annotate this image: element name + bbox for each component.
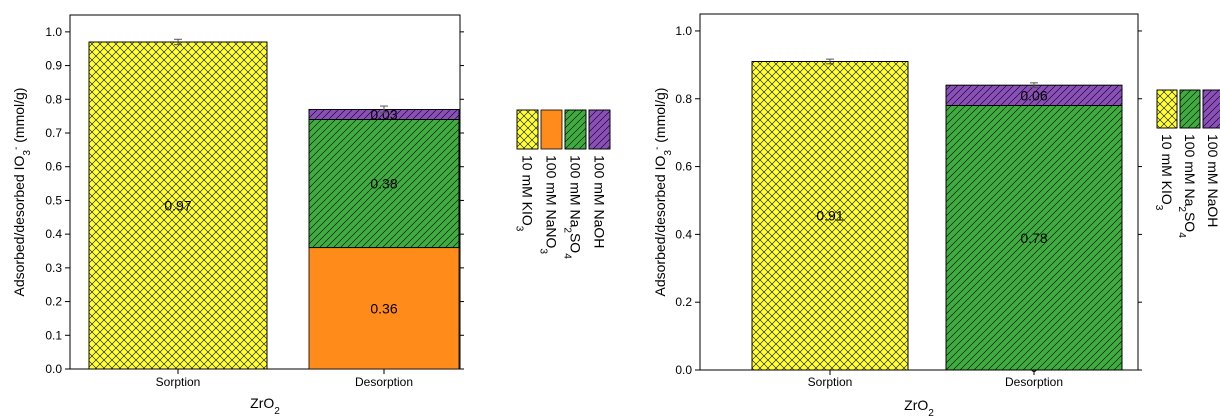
x-tick-label: Sorption: [156, 375, 201, 389]
chart-2: 0.00.20.40.60.81.00.91Sorption00.780.06D…: [652, 13, 1220, 417]
y-tick-label: 0.4: [45, 227, 62, 241]
y-tick-label: 0.4: [675, 227, 692, 241]
y-tick-label: 0.6: [675, 160, 692, 174]
data-label: 0.91: [816, 208, 843, 224]
legend-label: 100 mM NaOH: [1205, 134, 1220, 227]
bar-segment-hatch: [308, 119, 460, 249]
legend-swatch-hatch: [516, 109, 539, 150]
legend-label: 100 mM Na2SO4: [1177, 134, 1199, 238]
legend-label: 100 mM NaOH: [592, 155, 608, 248]
x-axis-title: ZrO2: [250, 395, 280, 417]
data-label: 0.06: [1020, 87, 1047, 103]
data-label: 0.36: [370, 300, 397, 316]
y-tick-label: 0.5: [45, 193, 62, 207]
y-tick-label: 0.0: [45, 362, 62, 376]
bar-segment: [308, 247, 460, 370]
x-tick-label: Desorption: [1005, 375, 1063, 389]
legend-swatch-hatch: [564, 109, 587, 150]
y-tick-label: 0.2: [675, 295, 692, 309]
x-tick-label: Desorption: [355, 375, 413, 389]
legend-swatch-hatch: [1179, 89, 1201, 129]
data-label: 0.38: [370, 176, 397, 192]
y-tick-label: 0.3: [45, 261, 62, 275]
legend-swatch-hatch: [1156, 89, 1178, 129]
y-tick-label: 0.1: [45, 328, 62, 342]
legend-label: 100 mM Na2SO4: [562, 155, 584, 259]
legend-label: 100 mM NaNO3: [538, 155, 560, 254]
y-tick-label: 0.6: [45, 160, 62, 174]
y-axis-title: Adsorbed/desorbed IO3- (mmol/g): [652, 88, 674, 297]
bar-segment-hatch: [751, 61, 909, 371]
y-tick-label: 1.0: [675, 24, 692, 38]
y-tick-label: 0.9: [45, 59, 62, 73]
y-tick-label: 0.0: [675, 363, 692, 377]
legend-label: 10 mM KIO3: [1154, 134, 1176, 211]
data-label: 0.97: [164, 197, 191, 213]
plot-frame: [699, 13, 1139, 371]
chart-1: 0.0 0.1 0.2 0.3 0.4 0.5 0.6 0.7 0.8 0.9 1.0 0.97 Sor…: [11, 14, 611, 417]
bar-segment-hatch: [945, 105, 1123, 371]
y-axis-title: Adsorbed/desorbed IO3- (mmol/g): [11, 88, 33, 297]
x-tick-label: Sorption: [808, 375, 853, 389]
data-label: 0.03: [370, 106, 397, 122]
y-tick-label: 1.0: [45, 25, 62, 39]
y-tick-label: 0.2: [45, 295, 62, 309]
legend-swatch: [540, 109, 563, 150]
y-tick-label: 0.8: [675, 92, 692, 106]
legend-swatch-hatch: [588, 109, 611, 150]
data-label: 0.78: [1020, 230, 1047, 246]
y-tick-label: 0.7: [45, 126, 62, 140]
legend-label: 10 mM KIO3: [514, 155, 536, 232]
x-axis-title: ZrO2: [904, 397, 934, 417]
y-tick-label: 0.8: [45, 92, 62, 106]
legend-swatch-hatch: [1202, 89, 1220, 129]
bar-segment-hatch: [88, 41, 268, 370]
